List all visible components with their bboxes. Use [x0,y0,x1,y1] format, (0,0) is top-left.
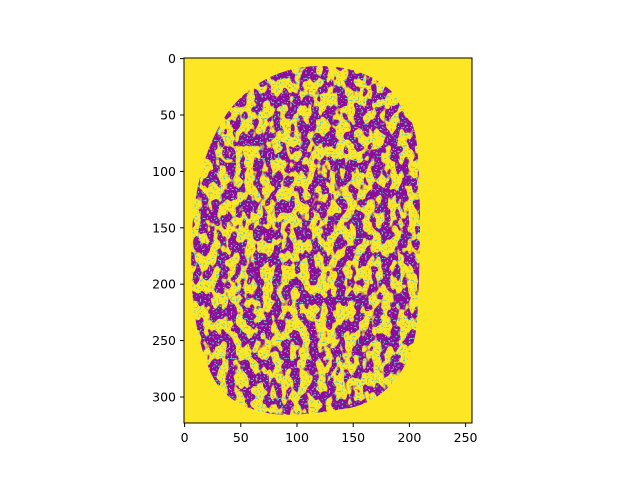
y-tick-label: 300 [152,390,176,405]
y-tick-label: 50 [160,108,176,123]
x-tick-label: 50 [233,430,249,445]
x-tick-label: 100 [285,430,309,445]
y-tick-label: 150 [152,220,176,235]
y-tick-label: 0 [168,51,176,66]
x-axis: 0 50 100 150 200 250 [181,423,478,445]
y-axis: 0 50 100 150 200 250 300 [152,51,184,405]
x-tick-label: 200 [397,430,421,445]
y-tick-label: 200 [152,277,176,292]
x-tick-label: 150 [341,430,365,445]
x-tick-label: 250 [454,430,478,445]
fingerprint-image [191,66,420,415]
y-tick-label: 100 [152,164,176,179]
x-tick-label: 0 [181,430,189,445]
y-tick-label: 250 [152,333,176,348]
image-panel [183,57,473,424]
axes-frame [183,57,473,424]
